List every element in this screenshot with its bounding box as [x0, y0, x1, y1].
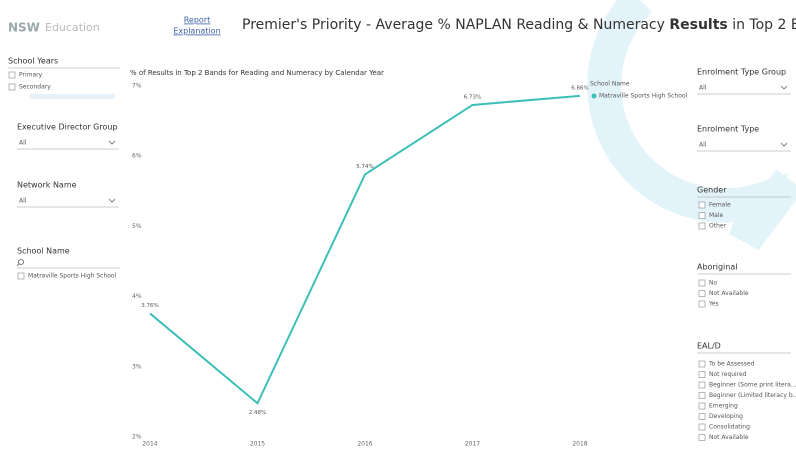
- checkbox[interactable]: [698, 434, 706, 441]
- title-part: in Top 2 Bands: [728, 17, 796, 33]
- filter-title: Network Name: [17, 181, 77, 190]
- checkbox-label[interactable]: Consolidating: [709, 424, 750, 431]
- x-tick-label: 2017: [465, 441, 480, 448]
- data-label: 3.76%: [141, 303, 158, 309]
- filter-title: Executive Director Group: [17, 123, 118, 132]
- checkbox-label[interactable]: To be Assessed: [708, 361, 755, 368]
- report-link[interactable]: Explanation: [173, 27, 220, 36]
- dropdown-chevron[interactable]: [108, 198, 116, 203]
- legend-marker: [591, 93, 597, 99]
- checkbox-label[interactable]: Beginner (Limited literacy b...: [709, 392, 796, 399]
- checkbox[interactable]: [698, 360, 706, 368]
- checkbox-label[interactable]: Not Available: [709, 290, 749, 297]
- y-tick-label: 7%: [132, 83, 142, 90]
- checkbox[interactable]: [698, 300, 706, 308]
- y-tick-label: 2%: [132, 434, 142, 441]
- logo: NSW: [8, 21, 40, 35]
- filter-title: School Name: [17, 247, 70, 256]
- dropdown-value[interactable]: All: [699, 142, 707, 149]
- filter-title: EAL/D: [697, 342, 721, 351]
- y-tick-label: 5%: [132, 223, 142, 230]
- data-label: 6.86%: [571, 85, 588, 91]
- checkbox-label[interactable]: Developing: [709, 413, 743, 420]
- checkbox[interactable]: [698, 392, 706, 399]
- checkbox-label[interactable]: Male: [709, 212, 724, 219]
- selection-highlight: [30, 94, 115, 99]
- y-tick-label: 3%: [132, 363, 142, 370]
- title-part: Premier's Priority - Average % NAPLAN Re…: [242, 17, 669, 33]
- dropdown-chevron[interactable]: [780, 142, 788, 147]
- checkbox-label[interactable]: Emerging: [709, 403, 738, 410]
- background-shape: [587, 0, 796, 251]
- checkbox[interactable]: [8, 71, 16, 79]
- checkbox[interactable]: [698, 381, 706, 389]
- title-part: Results: [669, 17, 727, 33]
- search-icon: [16, 263, 20, 267]
- y-tick-label: 4%: [132, 293, 142, 300]
- x-tick-label: 2015: [250, 441, 265, 448]
- filter-title: Gender: [697, 186, 727, 195]
- checkbox-label[interactable]: Not required: [709, 371, 747, 378]
- checkbox-label[interactable]: Other: [709, 223, 727, 230]
- x-tick-label: 2018: [572, 441, 587, 448]
- legend-label: Matraville Sports High School: [599, 93, 688, 100]
- checkbox[interactable]: [698, 212, 706, 219]
- checkbox[interactable]: [698, 413, 706, 420]
- filter-title: Enrolment Type Group: [697, 68, 786, 77]
- search-icon[interactable]: [18, 259, 24, 265]
- checkbox[interactable]: [698, 279, 706, 287]
- checkbox[interactable]: [8, 83, 16, 91]
- dropdown-value[interactable]: All: [19, 198, 27, 205]
- checkbox-label[interactable]: Primary: [19, 72, 43, 79]
- checkbox-label[interactable]: Not Available: [709, 434, 749, 441]
- checkbox[interactable]: [698, 402, 706, 410]
- chart-title: % of Results in Top 2 Bands for Reading …: [130, 69, 384, 77]
- checkbox-label[interactable]: Secondary: [19, 84, 51, 91]
- checkbox[interactable]: [698, 201, 706, 209]
- checkbox[interactable]: [698, 423, 706, 431]
- checkbox-label[interactable]: Yes: [708, 301, 719, 308]
- checkbox-label[interactable]: No: [709, 280, 717, 287]
- logo-sub: Education: [45, 21, 100, 34]
- dropdown-chevron[interactable]: [108, 140, 116, 145]
- report-link[interactable]: Report: [184, 16, 211, 25]
- checkbox-label[interactable]: Female: [709, 202, 731, 209]
- checkbox[interactable]: [698, 290, 706, 297]
- data-label: 6.73%: [464, 94, 481, 100]
- x-tick-label: 2014: [142, 441, 157, 448]
- y-tick-label: 6%: [132, 153, 142, 160]
- data-label: 2.48%: [249, 410, 266, 416]
- checkbox-label[interactable]: Matraville Sports High School: [28, 273, 117, 280]
- x-tick-label: 2016: [357, 441, 372, 448]
- legend-title: School Name: [590, 81, 630, 88]
- checkbox[interactable]: [698, 222, 706, 230]
- checkbox[interactable]: [698, 371, 706, 378]
- dropdown-value[interactable]: All: [699, 85, 707, 92]
- dropdown-value[interactable]: All: [19, 140, 27, 147]
- filter-title: Aboriginal: [697, 263, 737, 272]
- checkbox[interactable]: [17, 272, 25, 280]
- checkbox-label[interactable]: Beginner (Some print litera...: [709, 382, 796, 389]
- filter-title: Enrolment Type: [697, 125, 759, 134]
- data-line: [149, 94, 581, 405]
- data-label: 5.74%: [356, 164, 373, 170]
- page-title: Premier's Priority - Average % NAPLAN Re…: [242, 17, 796, 33]
- dropdown-chevron[interactable]: [780, 85, 788, 90]
- filter-title: School Years: [8, 57, 58, 66]
